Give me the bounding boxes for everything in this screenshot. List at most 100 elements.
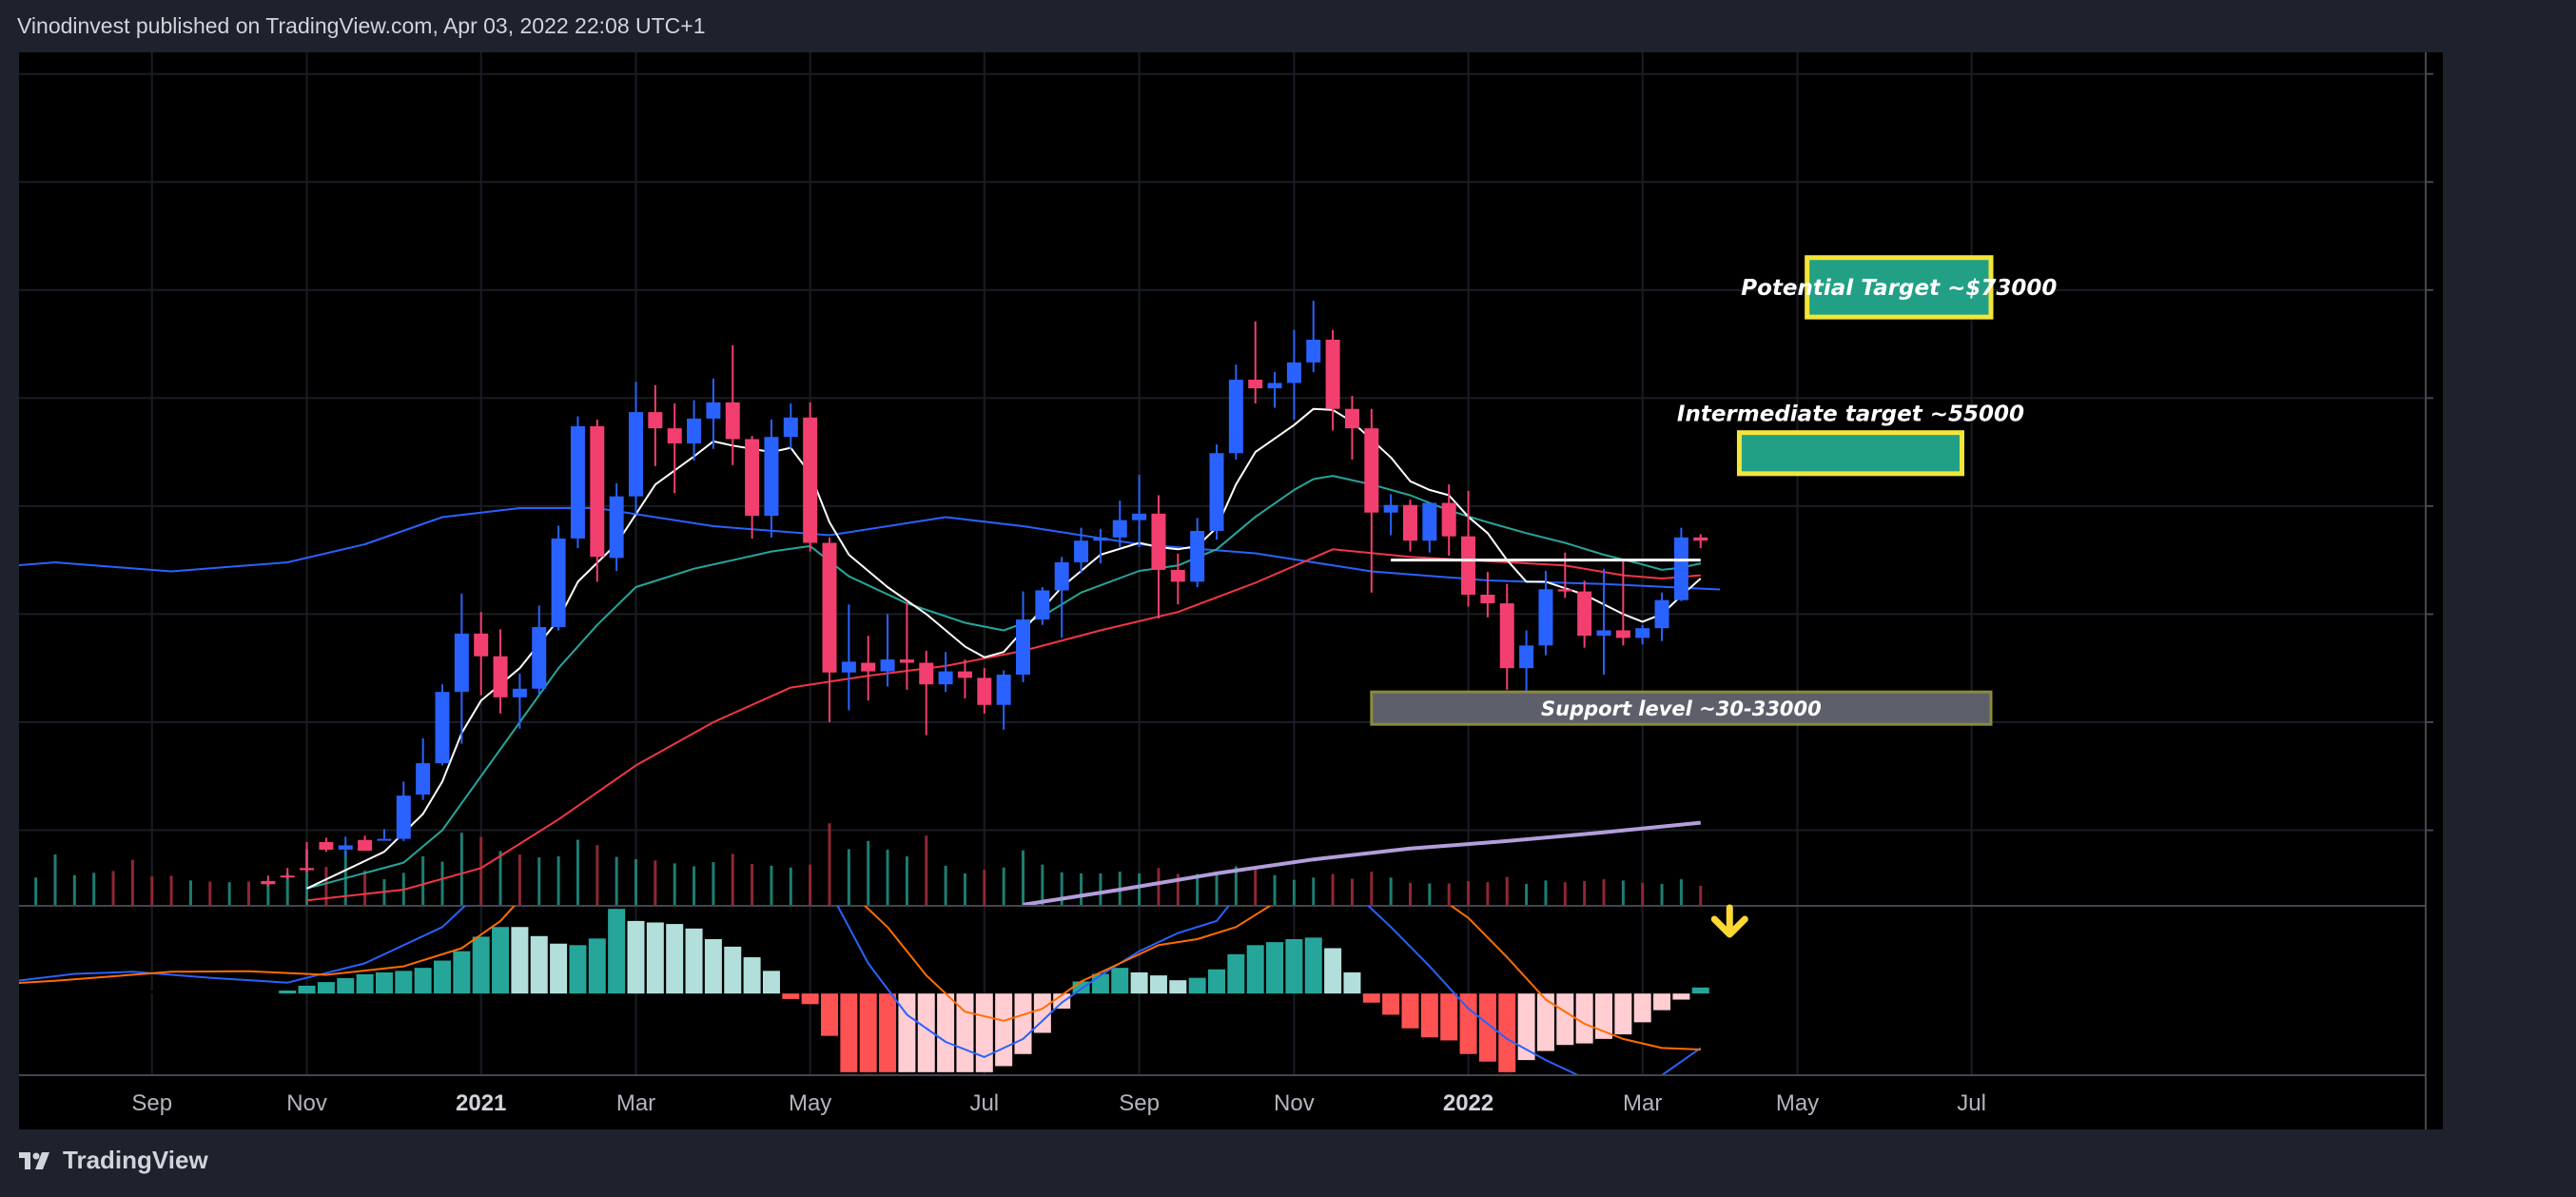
volume-bar [440,861,444,906]
candle-body [1248,380,1263,389]
macd-histogram-bar [124,988,142,994]
footer-brand[interactable]: TradingView [17,1146,208,1175]
volume-bar [363,870,367,906]
volume-bar [459,833,463,906]
candle-body [512,688,527,697]
candle [474,612,489,696]
ema-fast-line [306,407,1702,890]
macd-histogram-bar [840,993,858,1072]
candle-body [1170,569,1185,582]
volume-bar [1467,880,1471,906]
macd-histogram-bar [453,951,471,994]
candle [338,836,353,856]
macd-histogram-bar [1072,981,1090,994]
time-tick-label: 2022 [1443,1090,1493,1116]
candle [996,670,1011,730]
candle [687,400,702,461]
candle [1035,587,1050,625]
candle-body [338,845,353,850]
macd-histogram-bar [1440,993,1458,1041]
potential-target-label: Potential Target ~$73000 [1741,276,2057,301]
candle-body [1151,513,1166,570]
macd-histogram [19,909,1709,1072]
macd-histogram-bar [975,993,993,1072]
macd-histogram-bar [1111,968,1129,994]
candle [377,829,392,841]
candle-body [667,428,682,444]
volume-bar [479,836,483,906]
macd-histogram-bar [356,973,374,994]
potential-target-box [1805,255,1994,320]
candle [822,537,837,722]
volume-bar [208,881,212,906]
time-tick-label: Jul [969,1090,999,1116]
volume-bar [963,873,966,906]
candle-body [590,425,605,558]
volume-bar [634,859,637,906]
macd-histogram-bar [1595,993,1612,1039]
candle [1325,329,1340,431]
price-chart[interactable]: Potential Target ~$73000 Intermediate tar… [19,52,2443,1129]
macd-histogram-bar [47,988,64,994]
candle [1403,500,1417,552]
macd-histogram-bar [472,936,490,994]
volume-bar [789,867,792,906]
volume-bar [1002,867,1005,906]
candle [532,605,547,696]
candle [957,659,972,698]
candle [977,668,992,714]
candle-body [745,439,760,517]
candle [1461,490,1476,607]
volume-bar [53,854,57,906]
macd-histogram-bar [182,993,200,994]
volume-bar [1312,877,1316,906]
chart-area[interactable]: Potential Target ~$73000 Intermediate tar… [19,52,2443,1129]
candle-body [957,671,972,678]
time-tick-label: Jul [1957,1090,1986,1116]
macd-histogram-bar [1169,980,1187,994]
macd-histogram-bar [569,945,587,994]
volume-bar [266,883,270,906]
macd-histogram-bar [240,993,258,994]
macd-histogram-bar [1478,993,1496,1062]
candle-body [1577,591,1592,637]
candle [1422,502,1437,553]
candle [512,673,527,729]
macd-histogram-bar [685,928,703,994]
volume-bar [285,873,289,906]
candle-body [1441,502,1456,537]
candle-body [1422,502,1437,541]
ema-mid-line [306,475,1702,890]
candle-body [396,795,411,839]
down-arrow-icon [1710,904,1748,938]
candle [1519,630,1534,692]
volume-bar [92,873,96,906]
volume-bar [693,866,696,906]
macd-histogram-bar [221,993,239,995]
support-level-label: Support level ~30-33000 [1541,697,1822,720]
macd-histogram-bar [762,971,780,994]
candle-body [880,659,895,672]
time-tick-label: Mar [616,1090,655,1116]
candle-body [435,692,450,764]
macd-histogram-bar [85,986,103,994]
macd-histogram-bar [917,993,935,1072]
candle-body [803,417,818,543]
candle-body [358,839,373,852]
time-axis-labels: JulSepNov2021MarMayJulSepNov2022MarMayJu… [131,1090,1986,1116]
candle [1209,444,1224,540]
time-tick-label: Nov [1274,1090,1315,1116]
candle [648,384,663,466]
candle-body [1344,408,1359,429]
volume-bar [556,855,560,906]
candle [764,420,779,538]
candle-body [280,875,295,878]
candle [1306,301,1321,373]
volume-bar [1060,872,1064,906]
macd-line [836,906,1230,1058]
macd-histogram-bar [1014,993,1032,1054]
volume-bar [421,855,425,906]
macd-histogram-bar [995,993,1013,1067]
candle-body [919,662,934,685]
macd-histogram-bar [1536,993,1554,1051]
